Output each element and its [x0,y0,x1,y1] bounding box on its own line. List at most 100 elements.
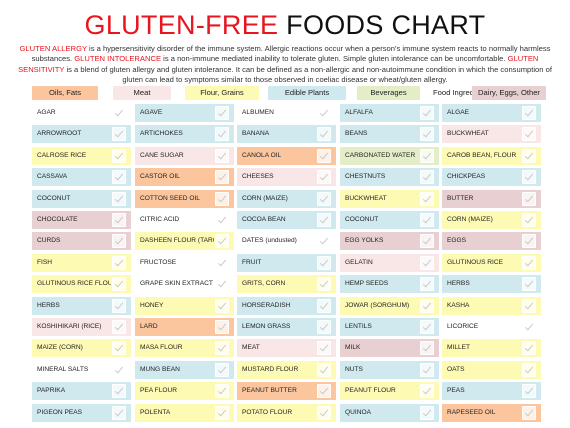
check-icon [522,341,536,356]
food-item: BUTTER [442,189,541,208]
check-icon [317,148,331,163]
legend-item: Edible Plants [268,86,346,100]
food-item: CHOCOLATE [32,211,131,229]
food-item: MINERAL SALTS [32,360,131,379]
check-icon [112,277,126,292]
food-item-label: EGG YOLKS [345,237,384,245]
check-icon [215,213,229,227]
food-item-label: PEA FLOUR [140,387,178,395]
intro-paragraph: GLUTEN ALLERGY is a hypersensitivity dis… [18,44,552,86]
food-item-label: ARROWROOT [37,130,82,138]
check-icon [317,234,331,249]
check-icon [112,298,126,313]
food-item: BUCKWHEAT [340,189,439,208]
food-item-label: AGAR [37,109,56,116]
food-item: POLENTA [135,403,234,422]
food-item-label: BUTTER [447,194,474,202]
food-item-label: KASHA [447,301,470,309]
page-title: GLUTEN-FREE FOODS CHART [0,8,570,42]
intro-text: is a hypersensitivity disorder of the im… [31,44,551,64]
food-item-label: EGGS [447,237,467,245]
food-item: EGGS [442,232,541,251]
food-item-label: NUTS [345,365,363,373]
food-item-label: POLENTA [140,408,171,416]
check-icon [420,106,434,120]
check-icon [215,384,229,399]
food-item: ALFALFA [340,104,439,122]
food-item: MILK [340,339,439,358]
check-icon [215,362,229,377]
food-item-label: MASA FLOUR [140,344,183,352]
check-icon [112,362,126,377]
check-icon [317,255,331,270]
check-icon [317,127,331,142]
food-item-label: CORN (MAIZE) [447,216,493,223]
food-item-label: CURDS [37,237,61,245]
food-item-label: PAPRIKA [37,387,66,395]
food-item-label: COCONUT [37,194,71,202]
food-item: ALBUMEN [237,104,336,122]
check-icon [420,127,434,142]
check-icon [112,234,126,249]
food-item: COCOA BEAN [237,211,336,229]
food-item-label: FRUCTOSE [140,258,177,266]
food-item-label: LARD [140,323,158,330]
food-item: FISH [32,253,131,272]
food-item-label: CALROSE RICE [37,151,87,159]
food-item: BUCKWHEAT [442,125,541,144]
food-item-label: MILK [345,344,361,352]
legend-item: Meat [113,86,171,100]
check-icon [522,213,536,227]
food-item: CHICKPEAS [442,168,541,187]
check-icon [522,191,536,206]
food-item-label: ALGAE [447,109,469,116]
check-icon [420,341,434,356]
food-item: PAPRIKA [32,382,131,401]
check-icon [420,384,434,399]
check-icon [522,405,536,420]
check-icon [215,320,229,334]
food-item: CORN (MAIZE) [237,189,336,208]
check-icon [420,320,434,334]
food-item: JOWAR (SORGHUM) [340,296,439,315]
food-item: QUINOA [340,403,439,422]
check-icon [420,405,434,420]
check-icon [112,106,126,120]
food-item-label: LENTILS [345,323,372,330]
food-item-label: HONEY [140,301,164,309]
food-item: HERBS [32,296,131,315]
check-icon [215,148,229,163]
food-item: ARROWROOT [32,125,131,144]
food-item-label: CAROB BEAN, FLOUR [447,151,517,159]
check-icon [112,320,126,334]
food-item-label: MILLET [447,344,471,352]
intro-text: is a non-immune mediated inability to to… [161,54,508,64]
check-icon [215,298,229,313]
food-item: CITRIC ACID [135,211,234,229]
food-item-label: HEMP SEEDS [345,280,389,288]
food-item: GELATIN [340,253,439,272]
food-item-label: BUCKWHEAT [447,130,489,138]
food-item-label: BANANA [242,130,270,138]
check-icon [317,405,331,420]
food-item: KOSHIHIKARI (RICE) [32,318,131,336]
check-icon [317,362,331,377]
food-item: KASHA [442,296,541,315]
food-item: PIGEON PEAS [32,403,131,422]
check-icon [317,298,331,313]
food-item-label: LEMON GRASS [242,323,291,330]
food-item: NUTS [340,360,439,379]
check-icon [112,148,126,163]
food-item-label: COCONUT [345,216,379,223]
food-item: POTATO FLOUR [237,403,336,422]
intro-term: GLUTEN INTOLERANCE [74,54,162,64]
food-item: HONEY [135,296,234,315]
check-icon [317,191,331,206]
food-item-label: COTTON SEED OIL [140,194,200,202]
food-item: FRUIT [237,253,336,272]
check-icon [317,320,331,334]
food-item: AGAR [32,104,131,122]
intro-term: GLUTEN SENSITIVITY [18,54,539,74]
food-item: DATES (undusted) [237,232,336,251]
title-black-part: FOODS CHART [286,10,486,40]
